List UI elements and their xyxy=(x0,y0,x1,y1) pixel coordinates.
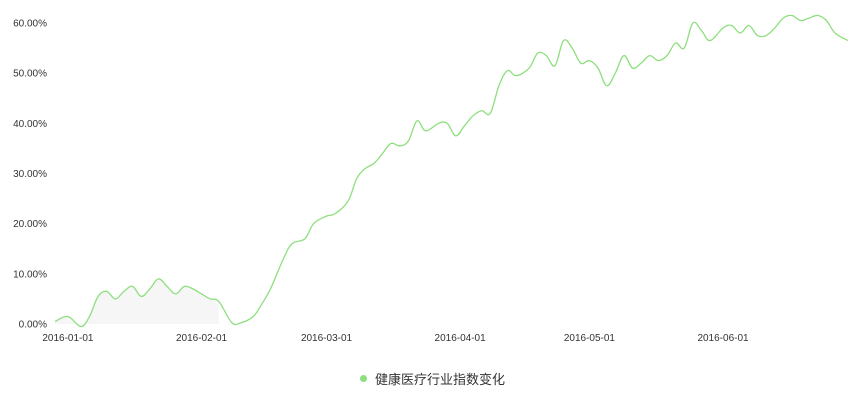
legend[interactable]: 健康医疗行业指数变化 xyxy=(0,366,865,390)
x-tick-label: 2016-02-01 xyxy=(176,333,228,344)
x-tick-label: 2016-03-01 xyxy=(301,333,353,344)
x-tick-label: 2016-01-01 xyxy=(42,333,94,344)
x-axis-ticks: 2016-01-01 2016-02-01 2016-03-01 2016-04-01… xyxy=(42,333,749,344)
y-tick-label: 40.00% xyxy=(13,119,47,130)
y-tick-label: 30.00% xyxy=(13,169,47,180)
y-tick-label: 50.00% xyxy=(13,69,47,80)
series-area xyxy=(55,278,219,327)
area-layer xyxy=(55,278,219,327)
legend-marker-icon xyxy=(359,374,367,382)
y-tick-label: 20.00% xyxy=(13,219,47,230)
y-axis-ticks: 0.00% 10.00% 20.00% 30.00% 40.00% 50.00% 60.00… xyxy=(13,19,47,331)
line-layer xyxy=(54,14,849,328)
legend-label: 健康医疗行业指数变化 xyxy=(374,371,505,387)
series-line[interactable] xyxy=(54,14,849,328)
x-tick-label: 2016-05-01 xyxy=(564,333,616,344)
y-tick-label: 60.00% xyxy=(13,19,47,30)
y-tick-label: 0.00% xyxy=(19,320,47,331)
x-tick-label: 2016-04-01 xyxy=(435,333,487,344)
x-tick-label: 2016-06-01 xyxy=(697,333,749,344)
y-tick-label: 10.00% xyxy=(13,269,47,280)
